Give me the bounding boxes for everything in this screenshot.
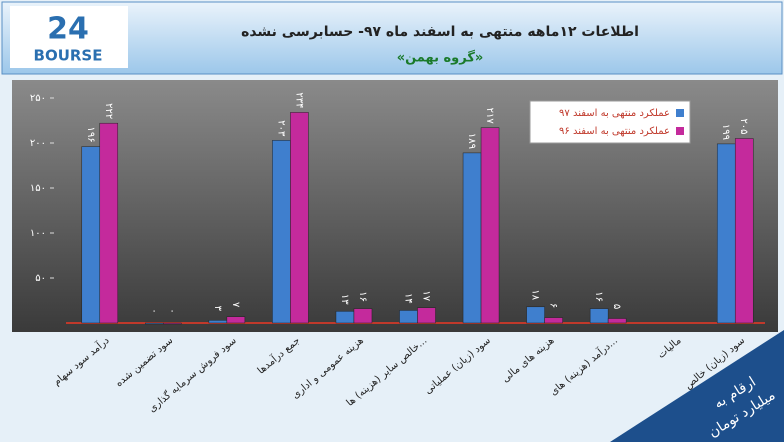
- value-label: ۱۳: [339, 294, 350, 305]
- y-tick-label: ۲۵۰: [30, 93, 46, 104]
- chart-title: اطلاعات ۱۲ماهه منتهی به اسفند ماه ۹۷- حس…: [241, 24, 639, 40]
- logo-name: BOURSE: [34, 47, 103, 65]
- bar: [399, 310, 418, 324]
- value-label: ۲۰۳: [275, 120, 286, 137]
- value-label: ۱۹۹: [720, 124, 731, 140]
- bar: [226, 316, 246, 324]
- value-label: ۱۴: [403, 293, 414, 304]
- bar: [544, 317, 563, 324]
- logo-number: 24: [47, 12, 89, 47]
- value-label: ۳: [212, 306, 223, 312]
- bar: [589, 308, 609, 324]
- bar: [353, 308, 373, 324]
- value-label: ۱۷: [421, 290, 432, 301]
- header: [1, 1, 783, 75]
- value-label: ۱۶: [357, 291, 368, 302]
- y-tick-label: ۲۰۰: [30, 138, 46, 149]
- value-label: ۲۳۴: [293, 92, 304, 108]
- y-tick-label: ۱۵۰: [30, 183, 46, 194]
- bar: [335, 311, 355, 324]
- y-tick-label: ۱۰۰: [30, 228, 46, 239]
- legend-swatch: [676, 109, 684, 117]
- value-label: ۰: [166, 308, 177, 313]
- value-label: ۲۰۵: [738, 118, 749, 134]
- bar: [716, 143, 736, 324]
- value-label: ۱۹۶: [85, 127, 96, 143]
- legend-box: [529, 100, 691, 144]
- value-label: ۶: [548, 303, 559, 308]
- bar: [163, 322, 182, 325]
- legend-label: عملکرد منتهی به اسفند ۹۶: [559, 126, 670, 137]
- bar: [526, 306, 545, 324]
- bar: [462, 152, 482, 324]
- value-label: ۲۲۲: [103, 103, 114, 119]
- bar: [145, 322, 164, 325]
- value-label: ۲۱۷: [484, 108, 495, 125]
- bar: [208, 320, 228, 324]
- bar: [290, 112, 309, 324]
- bar: [81, 146, 101, 324]
- value-label: ۵: [611, 304, 622, 309]
- logo-box: [10, 6, 128, 68]
- bar: [99, 122, 119, 324]
- value-label: ۱۸: [530, 289, 541, 300]
- chart-subtitle: «گروه بهمن»: [397, 50, 484, 66]
- value-label: ۰: [148, 308, 159, 313]
- bar: [734, 138, 754, 324]
- value-label: ۱۸۹: [466, 133, 477, 149]
- y-tick-label: ۵۰: [35, 273, 46, 284]
- bar: [417, 307, 436, 324]
- bar: [480, 127, 500, 324]
- bar: [272, 140, 291, 324]
- legend-label: عملکرد منتهی به اسفند ۹۷: [559, 108, 670, 119]
- note-corner: [610, 330, 784, 442]
- bar: [607, 318, 627, 324]
- value-label: ۷: [230, 302, 241, 308]
- value-label: ۱۶: [593, 291, 604, 302]
- legend-swatch: [676, 127, 684, 135]
